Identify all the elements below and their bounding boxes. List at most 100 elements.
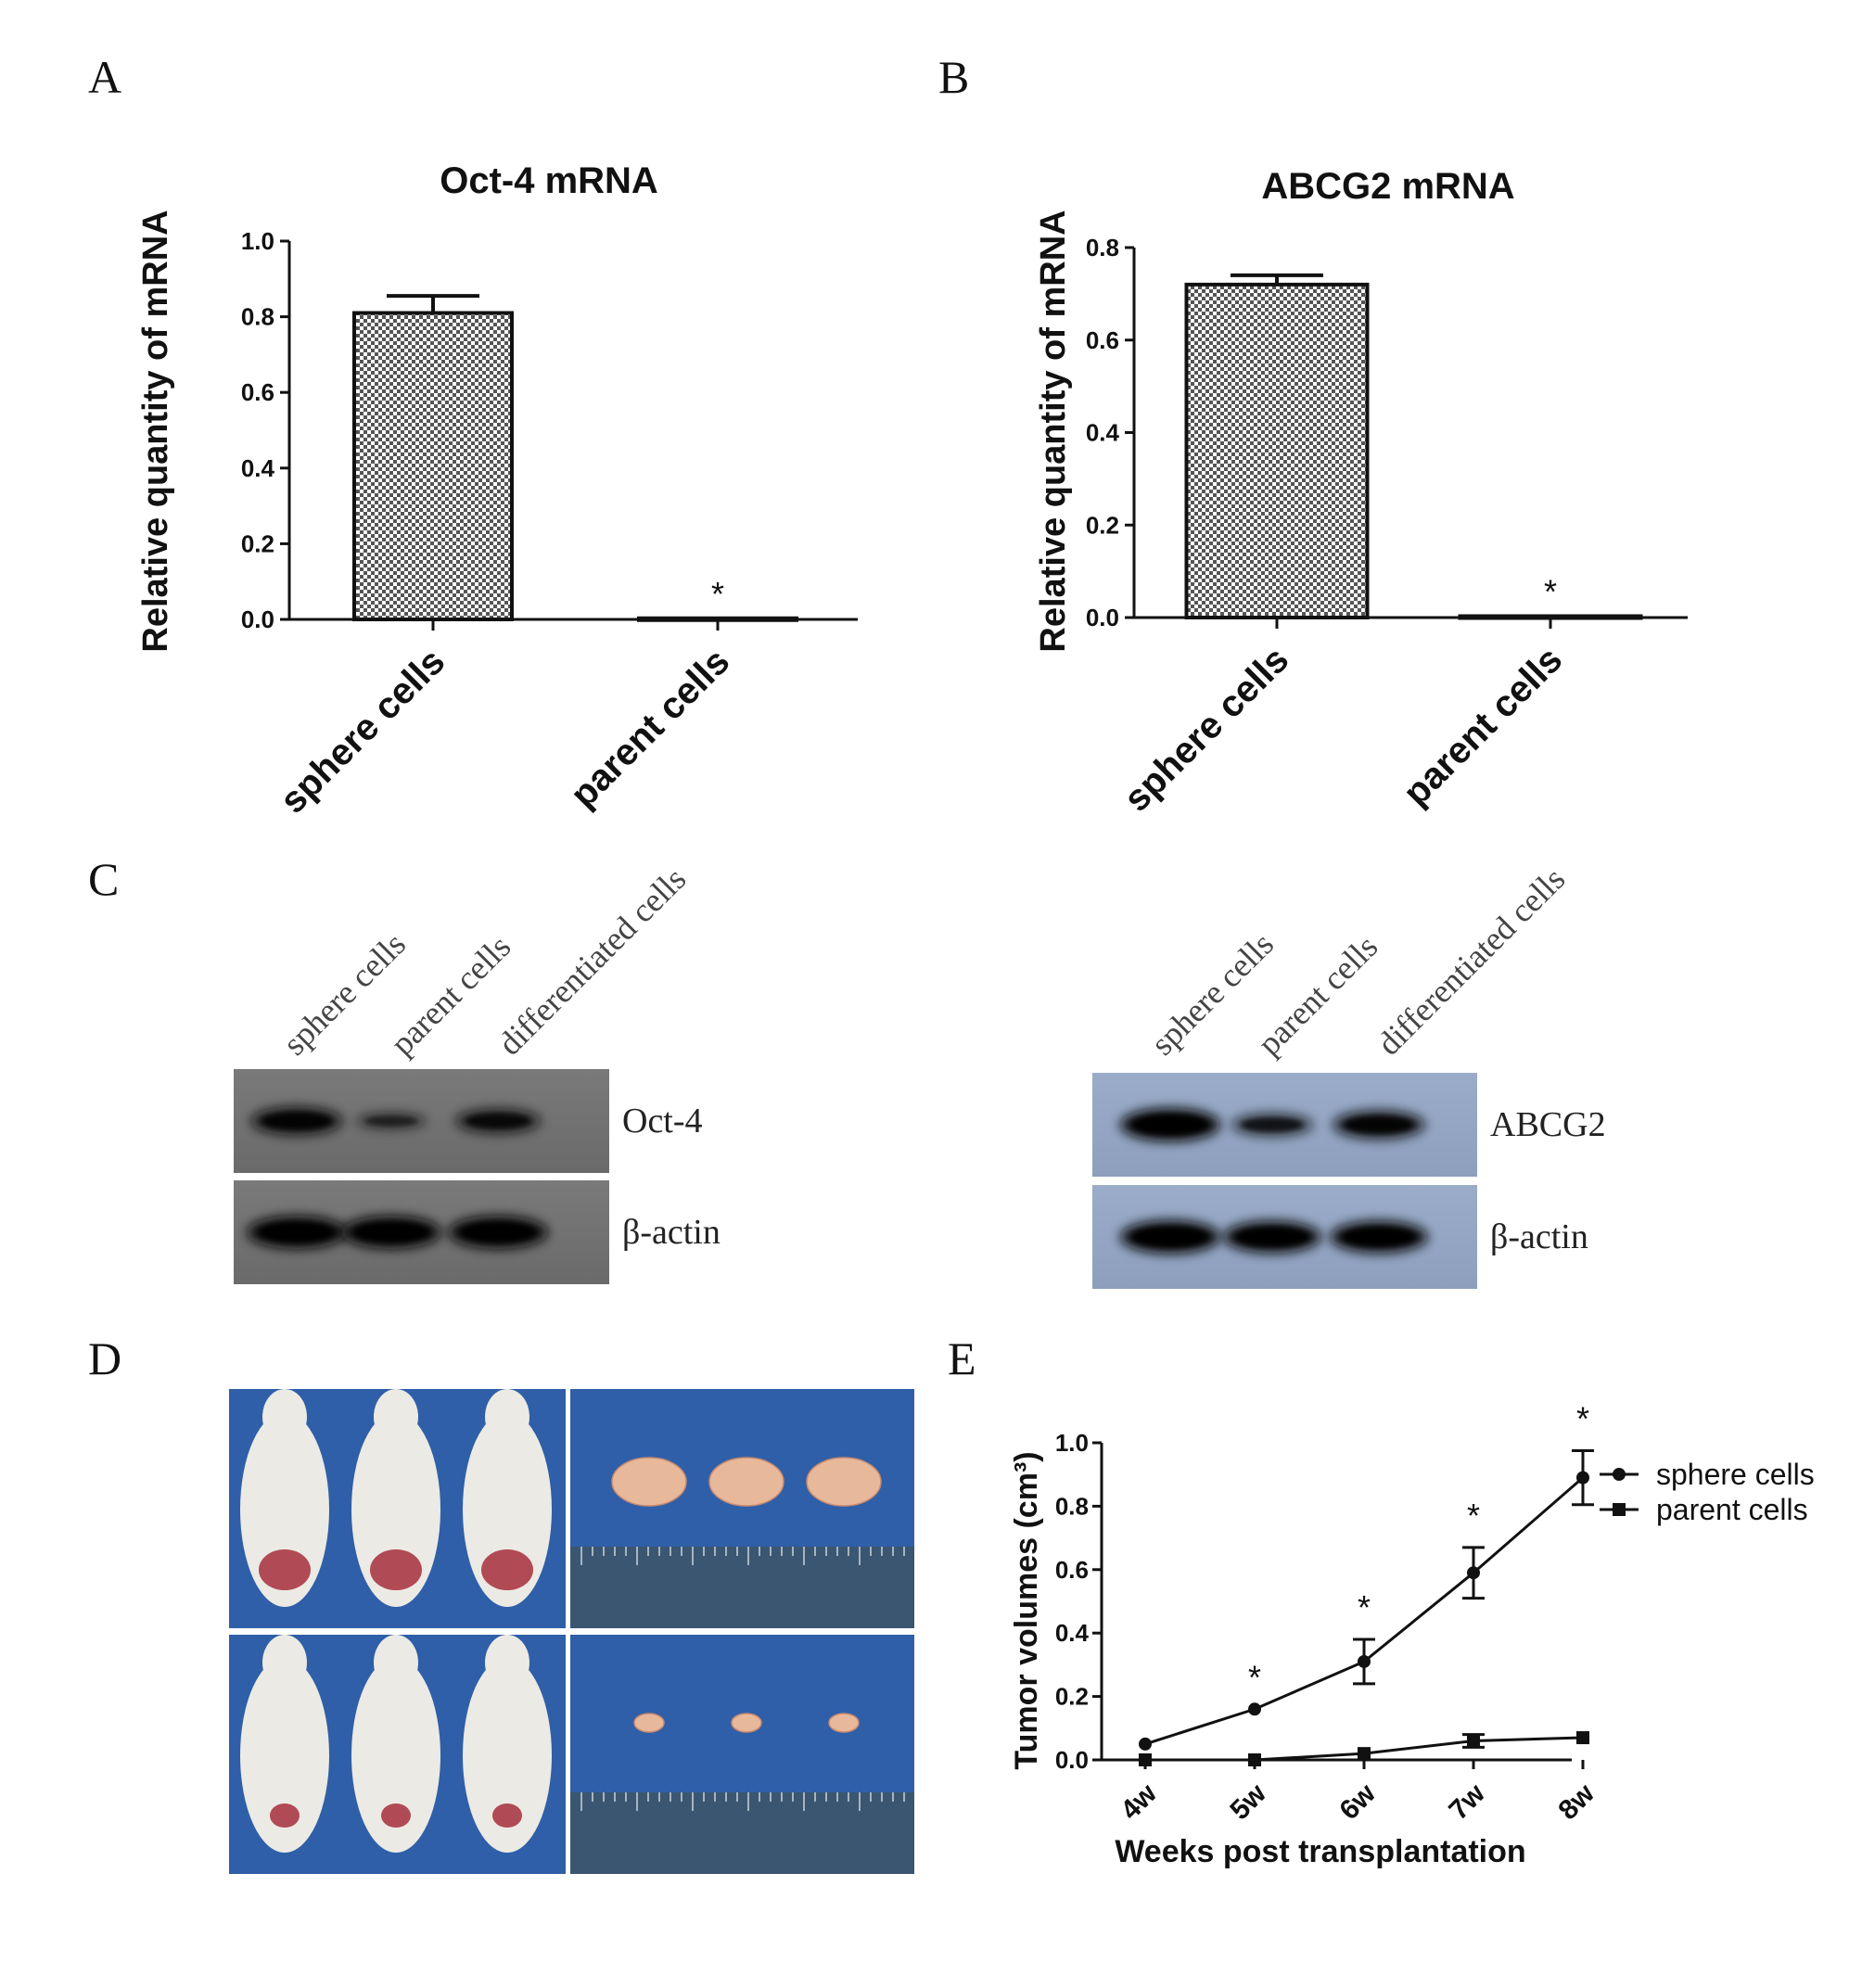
blot-band-core bbox=[261, 1112, 332, 1130]
blot-row-label: Oct-4 bbox=[622, 1102, 703, 1141]
y-tick-label: 0.2 bbox=[1086, 511, 1119, 539]
significance-star: * bbox=[1358, 1588, 1371, 1626]
panel-letter-c: C bbox=[88, 853, 119, 905]
y-tick-label: 1.0 bbox=[241, 227, 274, 255]
x-tick-label: 8w bbox=[1552, 1778, 1601, 1826]
blot-band-core bbox=[1344, 1115, 1414, 1134]
data-point-circle bbox=[1576, 1471, 1589, 1485]
lane-label: differentiated cells bbox=[491, 860, 693, 1063]
mouse-body bbox=[463, 1412, 552, 1607]
mouse-tumor bbox=[370, 1549, 422, 1590]
mouse-head bbox=[262, 1635, 307, 1690]
mouse-tumor bbox=[381, 1803, 411, 1828]
blot-band-core bbox=[259, 1222, 335, 1242]
data-point-square bbox=[1139, 1753, 1152, 1766]
mouse-body bbox=[240, 1412, 329, 1607]
y-tick-label: 0.8 bbox=[1086, 234, 1119, 261]
y-tick-label: 0.8 bbox=[1055, 1492, 1089, 1520]
legend-label: parent cells bbox=[1656, 1493, 1808, 1526]
mouse-tumor bbox=[270, 1803, 300, 1828]
mouse-head bbox=[374, 1389, 418, 1445]
mouse-body bbox=[463, 1658, 552, 1853]
blot-band-core bbox=[460, 1222, 536, 1242]
y-tick-label: 0.6 bbox=[1086, 326, 1119, 354]
chart-e-xlabel: Weeks post transplantation bbox=[1115, 1834, 1525, 1869]
panel-letter-e: E bbox=[948, 1332, 976, 1384]
mouse-body bbox=[351, 1412, 440, 1607]
category-label: sphere cells bbox=[273, 641, 453, 822]
chart-e: Tumor volumes (cm³) Weeks post transplan… bbox=[1009, 1400, 1815, 1869]
blot-band-core bbox=[1132, 1115, 1208, 1135]
xenograft-photos bbox=[229, 1389, 914, 1874]
data-point-square bbox=[1576, 1731, 1589, 1745]
mouse-head bbox=[485, 1389, 529, 1445]
y-tick-label: 0.8 bbox=[241, 303, 274, 331]
y-tick-label: 0.4 bbox=[1055, 1619, 1090, 1647]
category-label: parent cells bbox=[1396, 639, 1570, 813]
excised-tumor bbox=[731, 1713, 762, 1733]
blot-row-label: β-actin bbox=[622, 1213, 721, 1252]
blot-row-label: ABCG2 bbox=[1490, 1105, 1606, 1144]
legend-marker bbox=[1613, 1468, 1626, 1481]
chart-b-ylabel: Relative quantity of mRNA bbox=[1034, 210, 1073, 652]
y-tick-label: 0.4 bbox=[241, 454, 275, 482]
significance-star: * bbox=[1467, 1497, 1480, 1535]
excised-tumor bbox=[633, 1713, 665, 1733]
ruler bbox=[570, 1792, 914, 1874]
chart-e-ylabel: Tumor volumes (cm³) bbox=[1009, 1451, 1044, 1769]
chart-a-title: Oct-4 mRNA bbox=[440, 160, 658, 201]
y-tick-label: 1.0 bbox=[1055, 1429, 1089, 1457]
mouse-head bbox=[262, 1389, 307, 1445]
excised-tumor bbox=[806, 1457, 882, 1507]
mouse-body bbox=[351, 1658, 440, 1853]
y-tick-label: 0.4 bbox=[1086, 419, 1120, 447]
panel-letter-b: B bbox=[938, 51, 969, 103]
data-point-square bbox=[1358, 1747, 1371, 1761]
y-tick-label: 0.2 bbox=[241, 529, 274, 557]
blot-band-core bbox=[1132, 1227, 1208, 1247]
y-tick-label: 0.0 bbox=[241, 605, 274, 633]
significance-star: * bbox=[1576, 1400, 1589, 1438]
ruler bbox=[570, 1547, 914, 1628]
legend-marker bbox=[1613, 1503, 1626, 1516]
chart-b-title: ABCG2 mRNA bbox=[1261, 166, 1514, 207]
mouse-head bbox=[374, 1635, 418, 1690]
y-tick-label: 0.2 bbox=[1055, 1683, 1089, 1711]
blot-band-core bbox=[1342, 1227, 1416, 1247]
x-tick-label: 5w bbox=[1224, 1778, 1272, 1826]
category-label: parent cells bbox=[563, 641, 737, 815]
chart-b: ABCG2 mRNA Relative quantity of mRNA 0.0… bbox=[1034, 166, 1688, 820]
data-point-circle bbox=[1358, 1654, 1371, 1668]
mouse-head bbox=[485, 1635, 529, 1690]
y-tick-label: 0.6 bbox=[1055, 1556, 1089, 1584]
significance-star: * bbox=[711, 575, 724, 613]
significance-star: * bbox=[1544, 573, 1557, 611]
mouse-tumor bbox=[481, 1549, 533, 1590]
mouse-body bbox=[240, 1658, 329, 1853]
lane-label: differentiated cells bbox=[1370, 860, 1572, 1063]
data-point-square bbox=[1467, 1734, 1480, 1748]
chart-a-ylabel: Relative quantity of mRNA bbox=[136, 210, 175, 652]
bar bbox=[1184, 282, 1370, 619]
excised-tumor bbox=[611, 1457, 687, 1507]
blot-band-core bbox=[1235, 1227, 1309, 1247]
blot-band-core bbox=[466, 1113, 530, 1129]
x-tick-label: 4w bbox=[1115, 1778, 1163, 1826]
data-point-square bbox=[1248, 1753, 1261, 1766]
blot-band-core bbox=[364, 1115, 418, 1127]
excised-tumor bbox=[828, 1713, 860, 1733]
panel-letter-d: D bbox=[88, 1332, 121, 1384]
y-tick-label: 0.0 bbox=[1086, 604, 1119, 631]
x-tick-label: 7w bbox=[1443, 1778, 1491, 1826]
data-point-circle bbox=[1139, 1737, 1152, 1751]
data-point-circle bbox=[1467, 1566, 1480, 1580]
panel-letter-a: A bbox=[88, 51, 121, 103]
significance-star: * bbox=[1248, 1658, 1261, 1696]
bar bbox=[352, 311, 514, 621]
mouse-tumor bbox=[492, 1803, 522, 1828]
y-tick-label: 0.6 bbox=[241, 378, 274, 406]
x-tick-label: 6w bbox=[1333, 1778, 1382, 1826]
blot-band-core bbox=[353, 1222, 429, 1242]
